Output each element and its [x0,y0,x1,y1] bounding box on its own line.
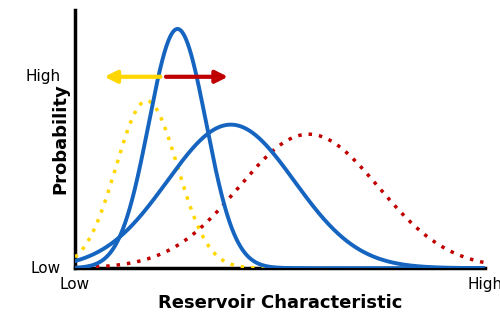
Text: High: High [468,277,500,292]
Text: Low: Low [30,261,60,276]
Text: Low: Low [60,277,90,292]
Text: High: High [26,69,60,84]
Text: Reservoir Characteristic: Reservoir Characteristic [158,294,402,312]
Y-axis label: Probability: Probability [52,84,70,194]
